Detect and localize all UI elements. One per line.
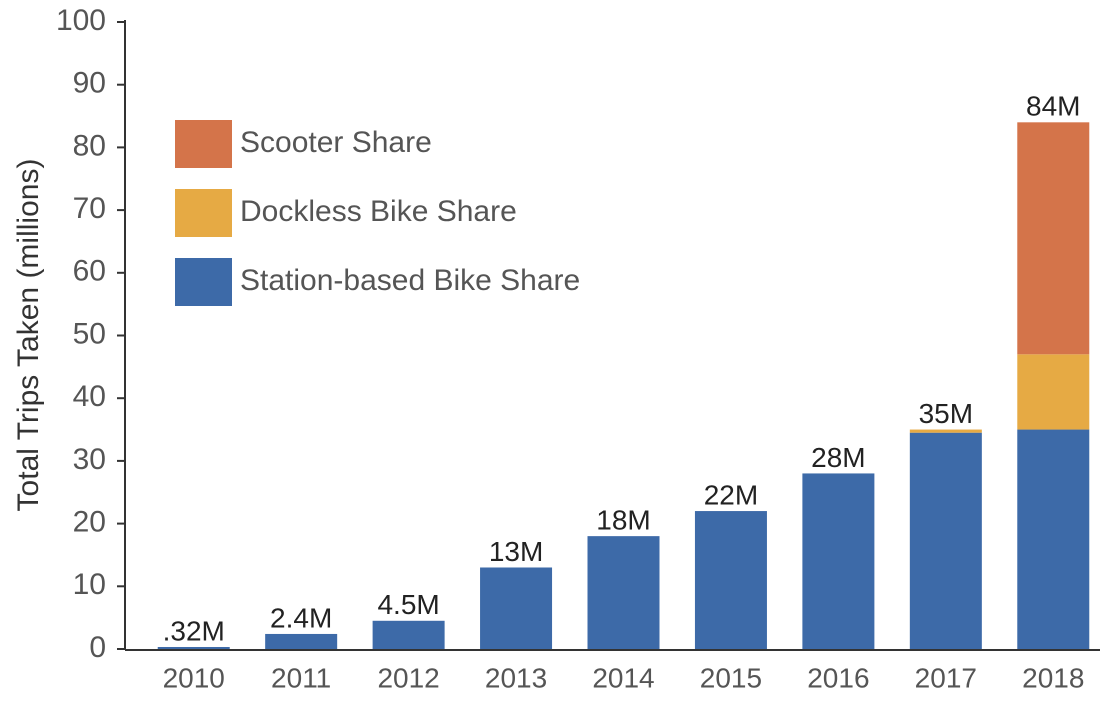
y-tick-label: 10	[73, 568, 106, 601]
legend-label: Scooter Share	[240, 126, 432, 159]
total-label: 22M	[704, 479, 758, 510]
legend-swatch	[175, 258, 232, 306]
total-label: 2.4M	[270, 602, 332, 633]
legend-swatch	[175, 120, 232, 168]
x-tick-label: 2015	[700, 662, 762, 693]
bar-segment	[909, 429, 982, 433]
y-axis-label: Total Trips Taken (millions)	[12, 159, 45, 512]
x-tick-label: 2011	[271, 662, 331, 693]
legend-label: Station-based Bike Share	[240, 264, 580, 297]
x-tick-label: 2013	[485, 662, 547, 693]
x-tick-label: 2014	[592, 662, 654, 693]
bar-segment	[587, 536, 660, 649]
bar-segment	[1017, 122, 1090, 355]
legend-swatch	[175, 189, 232, 237]
y-tick-label: 60	[73, 255, 106, 288]
bar-segment	[157, 646, 230, 649]
total-label: .32M	[163, 615, 225, 646]
total-label: 13M	[489, 536, 543, 567]
total-label: 84M	[1026, 91, 1080, 122]
bar-segment	[1017, 429, 1090, 649]
total-label: 18M	[596, 505, 650, 536]
y-tick-label: 50	[73, 317, 106, 350]
total-label: 28M	[811, 442, 865, 473]
y-tick-label: 0	[89, 631, 106, 664]
y-tick-label: 100	[56, 4, 106, 37]
total-label: 4.5M	[377, 589, 439, 620]
bar-segment	[1017, 354, 1090, 430]
bar-segment	[372, 620, 445, 649]
y-tick-label: 20	[73, 506, 106, 539]
x-tick-label: 2016	[807, 662, 869, 693]
y-tick-label: 70	[73, 192, 106, 225]
bar-segment	[265, 633, 338, 649]
total-label: 35M	[919, 398, 973, 429]
x-tick-label: 2018	[1022, 662, 1084, 693]
bar-segment	[694, 511, 767, 649]
y-tick-label: 40	[73, 380, 106, 413]
bar-segment	[909, 432, 982, 649]
bar-segment	[480, 567, 553, 649]
y-tick-label: 30	[73, 443, 106, 476]
y-tick-label: 90	[73, 67, 106, 100]
legend-label: Dockless Bike Share	[240, 195, 517, 228]
y-tick-label: 80	[73, 129, 106, 162]
x-tick-label: 2010	[163, 662, 225, 693]
x-tick-label: 2012	[377, 662, 439, 693]
x-tick-label: 2017	[915, 662, 977, 693]
bar-segment	[802, 473, 875, 649]
